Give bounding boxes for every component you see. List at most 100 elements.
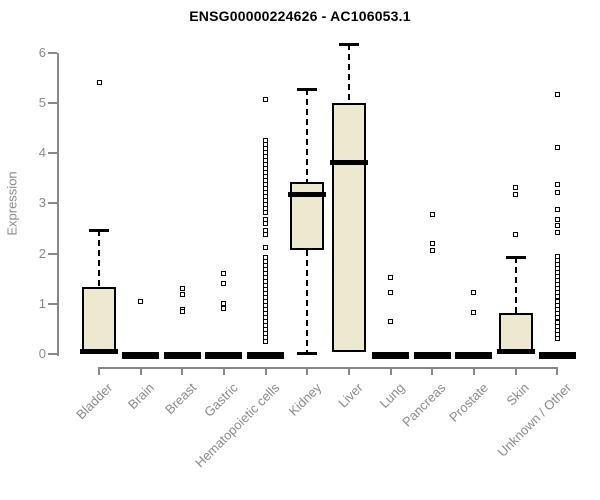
outlier-point-hematopoietic-cells <box>263 210 269 216</box>
outlier-point-gastric <box>221 300 227 306</box>
outlier-point-hematopoietic-cells <box>263 245 269 251</box>
x-category-label-kidney: Kidney <box>285 380 324 419</box>
outlier-point-gastric <box>221 305 227 311</box>
x-axis-tick <box>264 367 267 375</box>
x-category-label-skin: Skin <box>503 380 533 409</box>
median-kidney <box>288 191 327 197</box>
x-axis-tick <box>514 367 517 375</box>
box-liver <box>331 103 366 352</box>
outlier-point-breast <box>179 292 185 298</box>
outlier-point-gastric <box>221 281 227 287</box>
box-bladder <box>82 286 116 354</box>
upper-whisker-liver <box>347 44 350 104</box>
upper-whisker-bladder <box>98 230 100 287</box>
y-tick-label: 2 <box>38 245 46 261</box>
y-axis-tick <box>48 102 57 105</box>
outlier-point-unknown-other <box>554 217 560 223</box>
upper-whisker-cap-skin <box>505 256 526 260</box>
outlier-point-unknown-other <box>554 315 560 321</box>
outlier-point-unknown-other <box>554 189 560 195</box>
outlier-point-unknown-other <box>554 181 560 187</box>
upper-whisker-cap-bladder <box>89 229 109 233</box>
outlier-point-pancreas <box>429 211 435 217</box>
lower-whisker-kidney <box>306 250 309 353</box>
box-collapsed-pancreas <box>413 352 451 359</box>
box-collapsed-gastric <box>205 352 243 359</box>
x-axis-tick <box>98 367 100 375</box>
outlier-point-lung <box>388 274 394 280</box>
y-axis-tick <box>48 152 57 155</box>
x-axis-tick <box>347 367 350 375</box>
upper-whisker-skin <box>514 257 517 313</box>
box-skin <box>498 312 533 354</box>
median-bladder <box>80 349 118 354</box>
outlier-point-skin <box>513 185 519 191</box>
x-category-label-liver: Liver <box>335 380 366 411</box>
upper-whisker-cap-kidney <box>297 88 318 92</box>
y-tick-label: 0 <box>38 346 46 361</box>
lower-whisker-cap-kidney <box>297 351 318 355</box>
box-collapsed-hematopoietic-cells <box>247 352 285 359</box>
box-collapsed-lung <box>372 352 410 359</box>
x-category-label-pancreas: Pancreas <box>399 380 449 430</box>
y-tick-label: 6 <box>38 44 46 60</box>
outlier-point-prostate <box>471 310 477 316</box>
outlier-point-unknown-other <box>554 230 560 236</box>
x-category-label-lung: Lung <box>376 380 408 412</box>
upper-whisker-cap-liver <box>338 43 359 47</box>
outlier-point-lung <box>388 290 394 296</box>
y-axis-line <box>57 52 59 356</box>
outlier-point-skin <box>513 231 519 237</box>
box-collapsed-prostate <box>455 352 493 359</box>
x-axis-tick <box>139 367 142 375</box>
x-category-label-breast: Breast <box>161 380 199 418</box>
chart-title: ENSG00000224626 - AC106053.1 <box>189 8 411 24</box>
outlier-point-bladder <box>96 79 102 85</box>
outlier-point-unknown-other <box>554 207 560 212</box>
x-category-label-unknown-other: Unknown / Other <box>494 380 574 460</box>
y-axis-tick <box>48 353 57 355</box>
x-category-label-brain: Brain <box>125 380 158 413</box>
y-axis-tick <box>48 202 57 205</box>
box-collapsed-unknown-other <box>538 352 576 359</box>
y-axis-tick <box>48 51 57 54</box>
y-axis-tick <box>48 252 57 255</box>
y-tick-label: 4 <box>38 145 46 161</box>
x-axis-tick <box>472 367 475 375</box>
outlier-point-hematopoietic-cells <box>263 221 269 227</box>
y-tick-label: 1 <box>38 295 46 311</box>
median-skin <box>496 349 535 354</box>
outlier-point-unknown-other <box>554 91 560 97</box>
outlier-point-gastric <box>221 270 227 276</box>
outlier-point-brain <box>138 298 144 304</box>
y-axis-tick <box>48 302 57 305</box>
outlier-point-unknown-other <box>554 223 560 229</box>
x-axis-tick <box>556 367 559 375</box>
x-axis-tick <box>389 367 392 375</box>
outlier-point-prostate <box>471 290 477 296</box>
x-axis-line <box>98 367 559 369</box>
x-axis-tick <box>181 367 184 375</box>
outlier-point-breast <box>179 309 185 315</box>
outlier-point-breast <box>179 286 185 292</box>
box-collapsed-breast <box>163 352 201 359</box>
y-tick-label: 5 <box>38 95 46 111</box>
outlier-point-hematopoietic-cells <box>263 232 269 238</box>
outlier-point-skin <box>513 192 519 198</box>
x-category-label-gastric: Gastric <box>200 380 241 420</box>
x-category-label-prostate: Prostate <box>445 380 491 425</box>
x-axis-tick <box>431 367 434 375</box>
y-tick-label: 3 <box>38 195 46 211</box>
outlier-point-unknown-other <box>554 336 560 342</box>
outlier-point-pancreas <box>429 247 435 253</box>
outlier-point-pancreas <box>429 240 435 246</box>
outlier-point-hematopoietic-cells <box>263 338 269 344</box>
upper-whisker-kidney <box>306 89 309 182</box>
x-category-label-bladder: Bladder <box>73 380 116 423</box>
median-liver <box>329 159 368 165</box>
x-axis-tick <box>222 367 225 375</box>
box-collapsed-brain <box>122 352 160 359</box>
x-axis-tick <box>306 367 309 375</box>
outlier-point-unknown-other <box>554 293 560 299</box>
